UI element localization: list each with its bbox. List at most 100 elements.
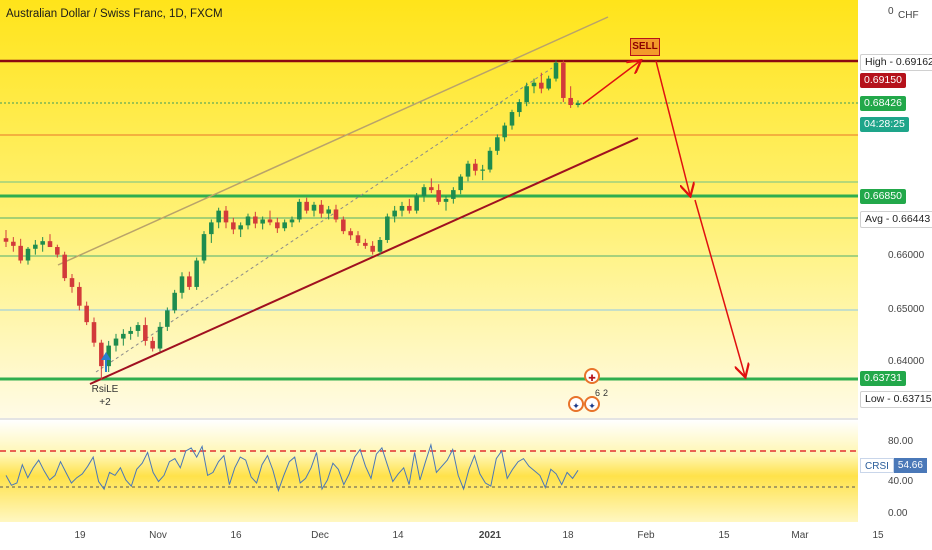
currency-label: CHF: [898, 10, 919, 21]
candle-body: [480, 169, 485, 171]
high-price-label: High - 0.69162: [860, 54, 932, 71]
candle-body: [495, 137, 500, 151]
candle-body: [267, 219, 273, 223]
candle-body: [231, 222, 236, 230]
date-tick-2: 16: [230, 530, 242, 541]
candle-body: [311, 204, 317, 211]
candle-body: [421, 187, 427, 196]
candle-body: [245, 216, 251, 226]
crsi-line: [5, 442, 579, 493]
time-axis-background: [0, 522, 932, 550]
candle-body: [451, 190, 456, 199]
price-tick-064: 0.64000: [888, 356, 925, 367]
event-count-a: 6: [595, 388, 601, 398]
candle-body: [194, 260, 199, 287]
candle-body: [84, 305, 89, 323]
candle-body: [157, 326, 163, 349]
crsi-value: 54.66: [893, 458, 927, 473]
candle-body: [561, 62, 566, 98]
candlestick-series: [3, 60, 581, 380]
candle-body: [113, 338, 119, 346]
candle-body: [465, 163, 471, 177]
candle-body: [187, 276, 192, 287]
forecast-arrow-up: [582, 61, 640, 105]
date-tick-10: 15: [872, 530, 884, 541]
price-tick-066: 0.66000: [888, 250, 925, 261]
channel-middle-line: [95, 67, 553, 373]
candle-body: [539, 82, 544, 89]
price-axis-top-tick: 0: [888, 6, 894, 17]
swiss-flag-event-icon[interactable]: ✚: [584, 368, 600, 384]
candle-body: [509, 112, 515, 126]
candle-body: [304, 201, 309, 211]
candle-body: [399, 205, 405, 211]
crsi-name: CRSI: [860, 458, 894, 473]
candle-body: [370, 245, 375, 252]
candle-body: [99, 342, 104, 367]
candle-body: [69, 278, 75, 287]
candle-body: [62, 254, 67, 279]
candle-body: [11, 241, 16, 246]
candle-body: [121, 333, 126, 339]
candle-body: [319, 204, 324, 214]
australia-flag-event-icon-2[interactable]: ✦: [584, 396, 600, 412]
chart-title: Australian Dollar / Swiss Franc, 1D, FXC…: [6, 8, 223, 20]
candle-body: [179, 276, 185, 293]
candle-body: [106, 345, 111, 367]
candle-body: [333, 209, 339, 220]
candle-body: [253, 216, 258, 224]
price-tick-065: 0.65000: [888, 304, 925, 315]
crsi-value-badge: CRSI 54.66: [860, 458, 927, 473]
candle-body: [150, 340, 155, 349]
green-level-price-label: 0.66850: [860, 189, 906, 204]
candle-body: [473, 163, 478, 171]
candle-body: [297, 201, 302, 220]
date-tick-3: Dec: [311, 530, 329, 541]
rsile-arrow-head: [101, 352, 111, 360]
rsile-count: +2: [99, 397, 111, 408]
event-count-b: 2: [603, 388, 609, 398]
channel-upper-line: [57, 16, 609, 266]
candle-body: [3, 238, 9, 242]
candle-body: [348, 231, 353, 236]
trendline-support: [89, 137, 639, 385]
candle-body: [546, 78, 551, 89]
forecast-arrow-down-1: [655, 60, 690, 195]
candle-body: [33, 244, 38, 249]
candle-body: [172, 292, 177, 311]
avg-price-label: Avg - 0.66443: [860, 211, 932, 228]
support-price-label: 0.63731: [860, 371, 906, 386]
candle-body: [517, 102, 522, 113]
candle-body: [260, 219, 265, 224]
candle-body: [128, 330, 133, 334]
candle-body: [238, 225, 243, 230]
candle-body: [77, 286, 82, 306]
candle-body: [201, 234, 207, 261]
candle-body: [275, 222, 280, 229]
candle-body: [216, 210, 221, 223]
candle-body: [289, 219, 295, 223]
osc-tick-40: 40.00: [888, 476, 914, 487]
osc-tick-80: 80.00: [888, 436, 914, 447]
date-tick-6: 18: [562, 530, 574, 541]
red-level-price-label: 0.69150: [860, 73, 906, 88]
date-tick-4: 14: [392, 530, 404, 541]
oscillator-pane-background: [0, 420, 858, 522]
sell-badge[interactable]: SELL: [630, 38, 660, 56]
candle-body: [407, 205, 412, 211]
australia-flag-event-icon[interactable]: ✦: [568, 396, 584, 412]
rsile-label: RsiLE: [91, 384, 119, 395]
candle-body: [25, 248, 31, 261]
date-tick-5: 2021: [478, 530, 502, 541]
candle-body: [568, 97, 573, 106]
candle-body: [282, 222, 287, 229]
candle-body: [553, 62, 559, 79]
candle-body: [392, 210, 397, 217]
date-tick-1: Nov: [149, 530, 167, 541]
forecast-arrow-down-2: [694, 199, 745, 376]
osc-tick-0: 0.00: [888, 508, 908, 519]
candle-body: [458, 176, 463, 191]
candle-body: [429, 187, 434, 191]
candle-body: [531, 82, 537, 87]
